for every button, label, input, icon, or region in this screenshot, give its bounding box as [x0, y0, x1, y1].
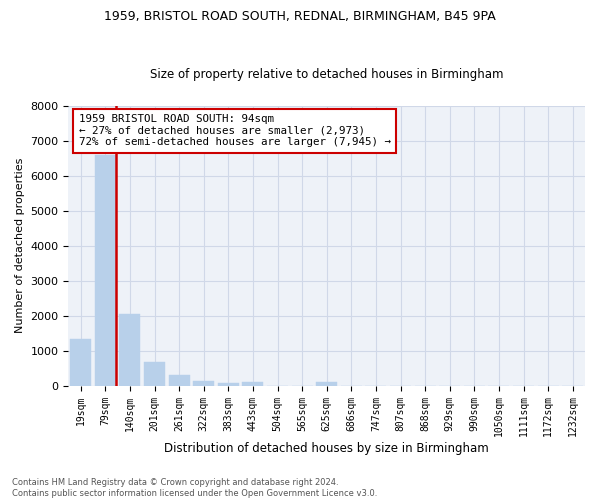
Title: Size of property relative to detached houses in Birmingham: Size of property relative to detached ho…	[150, 68, 503, 81]
Bar	[70, 340, 91, 386]
Bar	[169, 376, 190, 386]
Bar	[316, 382, 337, 386]
Text: 1959, BRISTOL ROAD SOUTH, REDNAL, BIRMINGHAM, B45 9PA: 1959, BRISTOL ROAD SOUTH, REDNAL, BIRMIN…	[104, 10, 496, 23]
X-axis label: Distribution of detached houses by size in Birmingham: Distribution of detached houses by size …	[164, 442, 489, 455]
Y-axis label: Number of detached properties: Number of detached properties	[15, 158, 25, 334]
Text: 1959 BRISTOL ROAD SOUTH: 94sqm
← 27% of detached houses are smaller (2,973)
72% : 1959 BRISTOL ROAD SOUTH: 94sqm ← 27% of …	[79, 114, 391, 148]
Bar	[119, 314, 140, 386]
Text: Contains HM Land Registry data © Crown copyright and database right 2024.
Contai: Contains HM Land Registry data © Crown c…	[12, 478, 377, 498]
Bar	[95, 154, 116, 386]
Bar	[144, 362, 165, 386]
Bar	[242, 382, 263, 386]
Bar	[218, 383, 239, 386]
Bar	[193, 381, 214, 386]
